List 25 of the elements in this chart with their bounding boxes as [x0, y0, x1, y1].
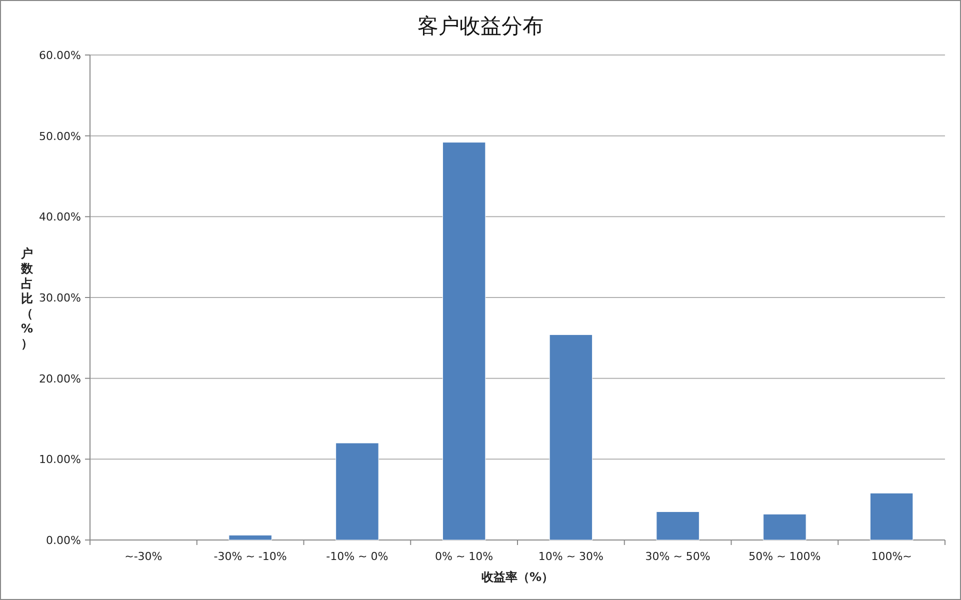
x-tick-label: 100%~ — [871, 550, 912, 563]
x-axis-title: 收益率（%） — [481, 570, 554, 584]
x-tick-label: 30% ~ 50% — [645, 550, 710, 563]
bar — [549, 334, 593, 540]
chart-title: 客户收益分布 — [418, 14, 544, 38]
x-tick-label: ~-30% — [124, 550, 162, 563]
x-tick-label: 50% ~ 100% — [748, 550, 821, 563]
y-tick-label: 40.00% — [39, 210, 81, 224]
bar — [763, 514, 806, 540]
bar — [336, 442, 379, 540]
bar — [442, 142, 486, 540]
x-tick-label: 10% ~ 30% — [538, 550, 604, 563]
bar — [870, 492, 914, 540]
y-tick-label: 0.00% — [46, 534, 81, 547]
x-tick-label: -10% ~ 0% — [326, 550, 388, 563]
bar — [228, 534, 272, 540]
x-tick-label: 0% ~ 10% — [435, 550, 494, 563]
y-tick-label: 50.00% — [39, 130, 81, 143]
y-tick-label: 10.00% — [39, 453, 81, 466]
y-tick-label: 60.00% — [39, 49, 81, 62]
y-tick-label: 30.00% — [39, 292, 81, 304]
y-axis-title: 户数占比（%） — [20, 246, 34, 350]
x-tick-label: -30% ~ -10% — [214, 550, 287, 563]
bar — [656, 511, 700, 540]
y-tick-label: 20.00% — [39, 372, 81, 386]
